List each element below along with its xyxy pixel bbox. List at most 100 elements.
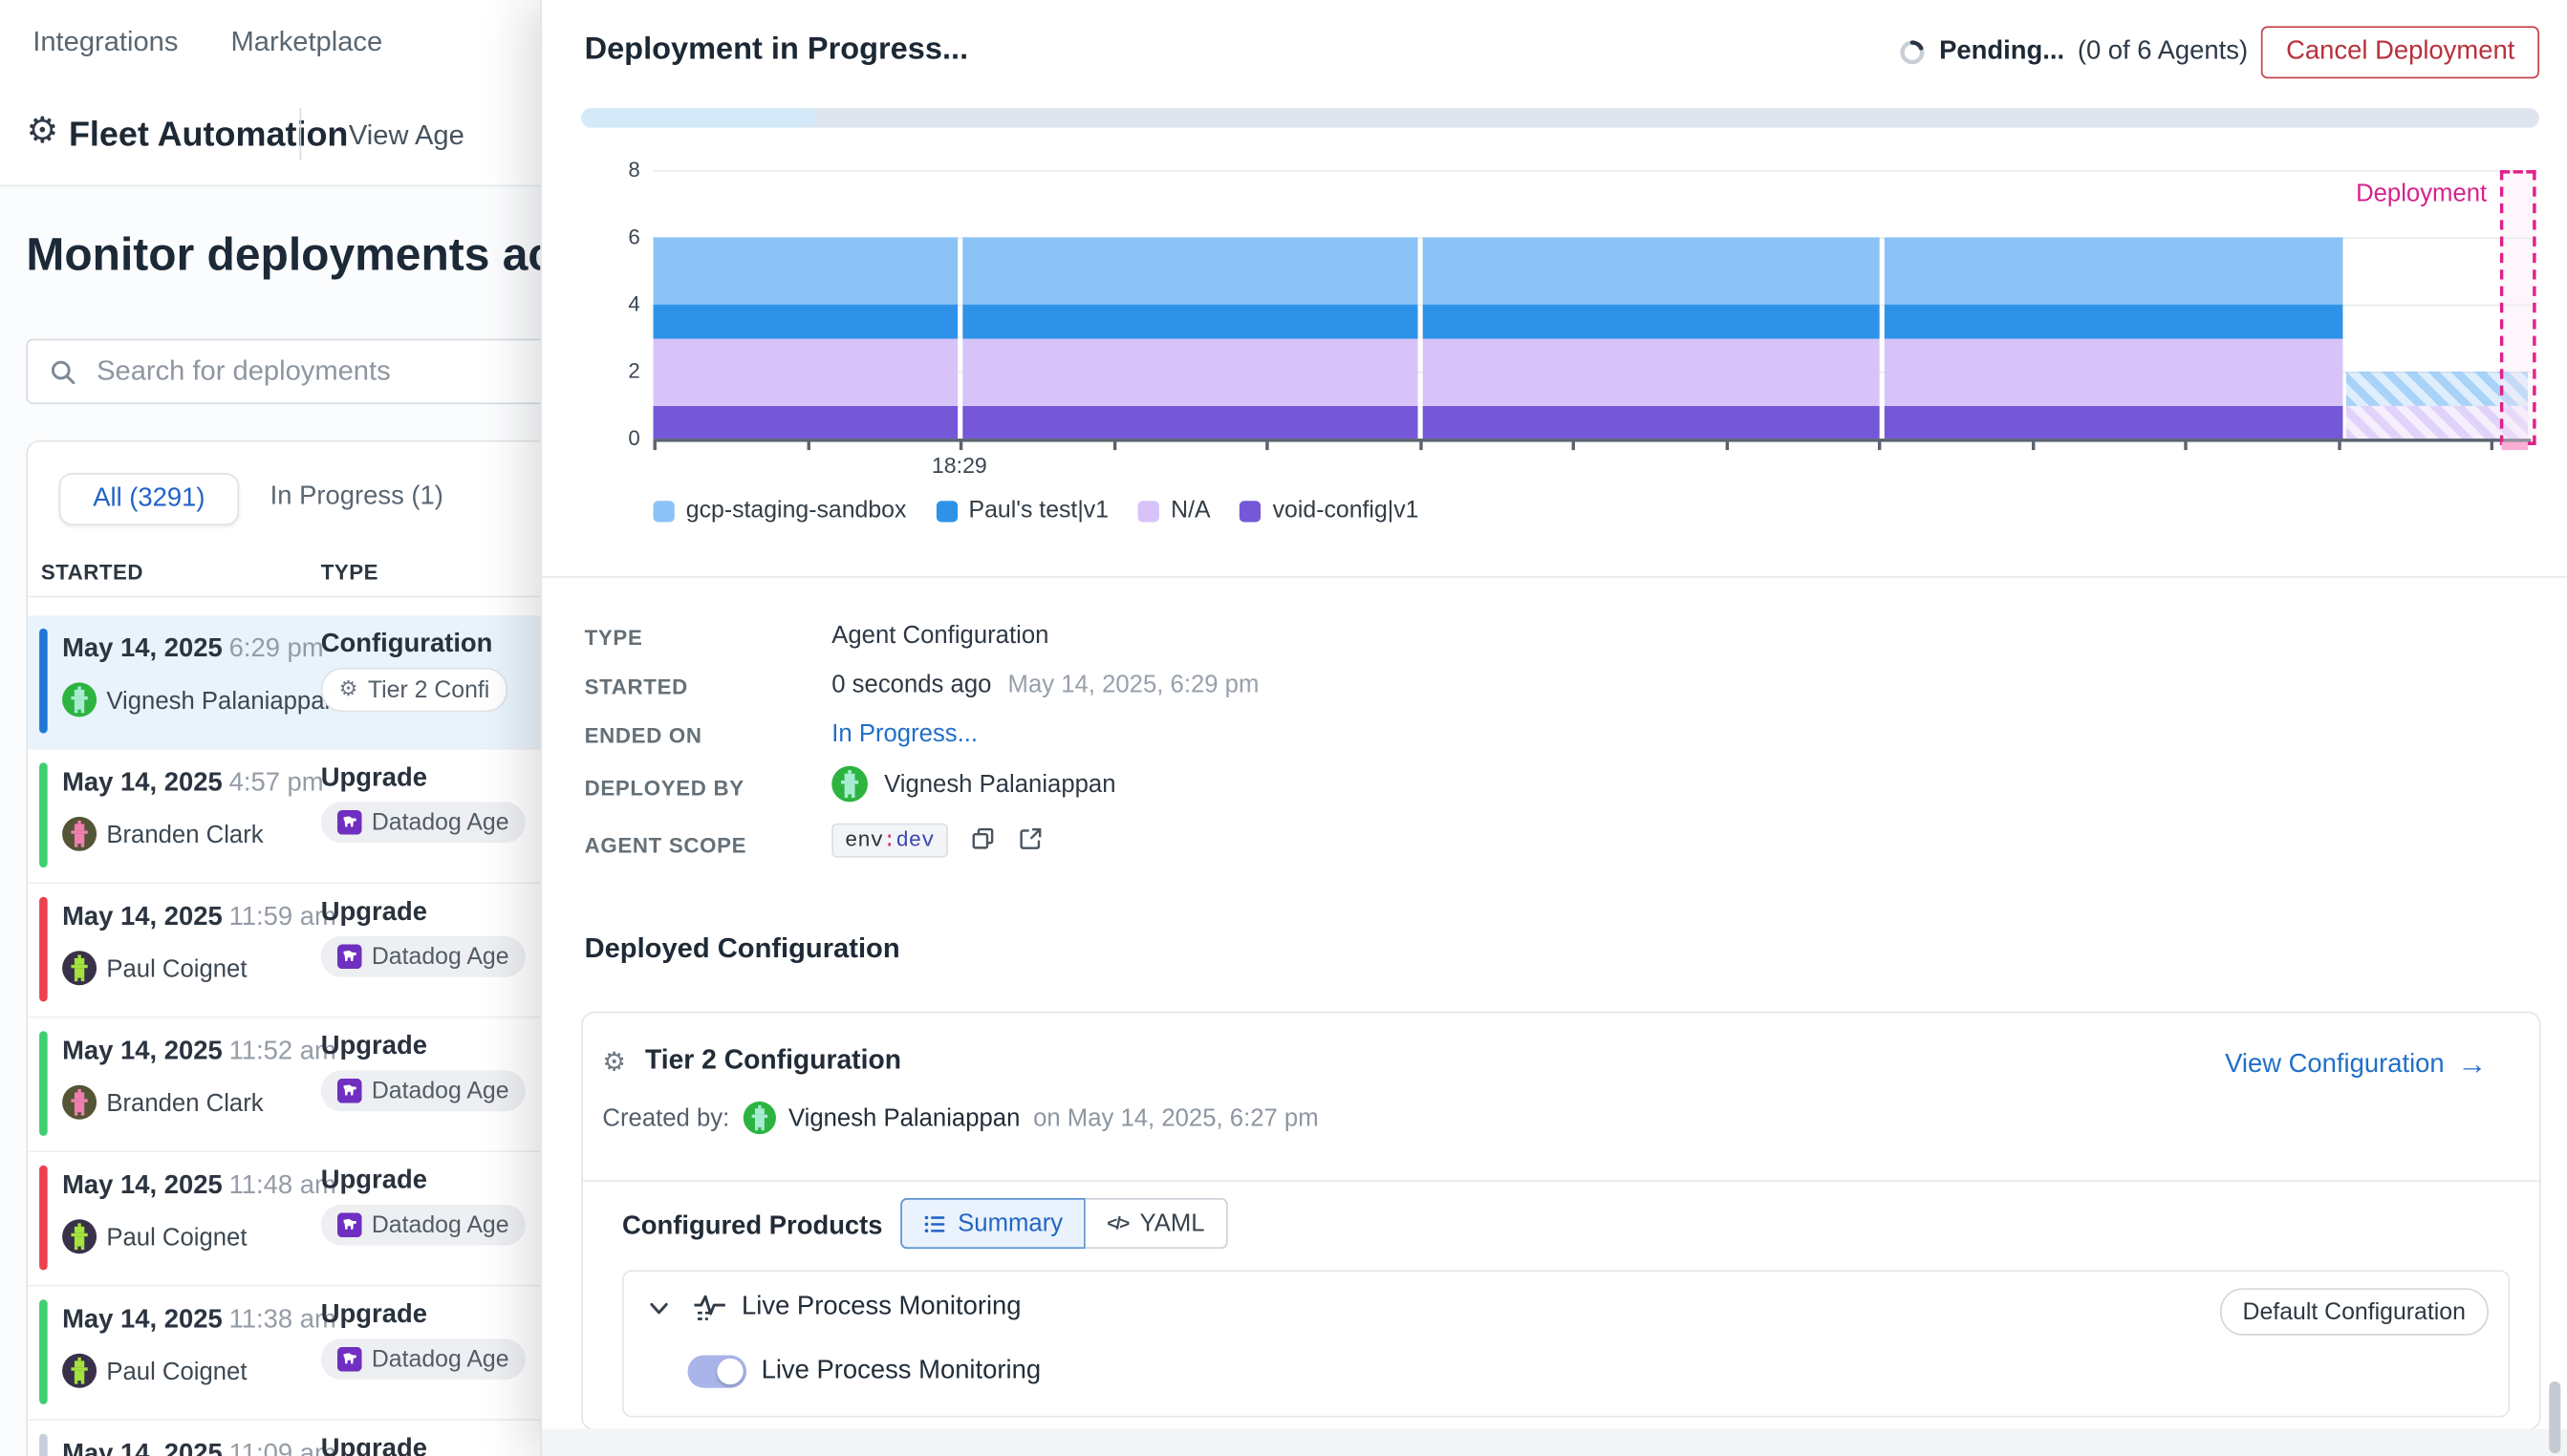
tab-in-progress[interactable]: In Progress (1) (270, 482, 443, 512)
x-axis-tick (1725, 442, 1728, 451)
tab-summary[interactable]: Summary (900, 1198, 1086, 1249)
list-icon (923, 1212, 946, 1235)
view-agents-link[interactable]: View Age (349, 119, 464, 152)
created-by-date: on May 14, 2025, 6:27 pm (1033, 1103, 1319, 1131)
deployed-by-label: DEPLOYED BY (585, 776, 744, 801)
row-date: May 14, 2025 (62, 1441, 223, 1456)
code-icon: </> (1107, 1213, 1128, 1233)
bar-segment (654, 305, 959, 338)
row-date: May 14, 2025 (62, 1172, 223, 1200)
copy-icon[interactable] (971, 826, 996, 851)
tab-yaml[interactable]: </> YAML (1086, 1198, 1227, 1249)
bar-segment (1423, 237, 1880, 304)
bar-segment (654, 405, 959, 439)
x-axis-tick (1265, 442, 1268, 451)
avatar (62, 682, 97, 717)
legend-item[interactable]: gcp-staging-sandbox (654, 498, 907, 524)
view-configuration-link[interactable]: View Configuration→ (2225, 1047, 2487, 1081)
started-value: 0 seconds agoMay 14, 2025, 6:29 pm (831, 671, 1259, 698)
bar-segment (1885, 305, 2343, 338)
status-bar (39, 1434, 48, 1456)
panel-bottom-strip (542, 1429, 2567, 1456)
row-detail-pill: Datadog Age (321, 936, 526, 977)
legend-label: gcp-staging-sandbox (686, 498, 907, 524)
x-axis-tick (2031, 442, 2034, 451)
live-process-monitoring-toggle[interactable] (688, 1355, 747, 1387)
row-user: Paul Coignet (106, 1359, 247, 1386)
row-type: Upgrade (321, 764, 427, 794)
product-name: Live Process Monitoring (742, 1293, 1022, 1322)
status-bar (39, 897, 48, 1002)
legend-label: Paul's test|v1 (969, 498, 1110, 524)
row-date: May 14, 2025 (62, 635, 223, 663)
scope-tag[interactable]: env:dev (831, 824, 947, 858)
status-bar (39, 629, 48, 734)
datadog-agent-icon (337, 1212, 362, 1237)
row-detail-pill: Datadog Age (321, 1205, 526, 1246)
bar-segment (654, 237, 959, 304)
bar-segment (1885, 237, 2343, 304)
bar-segment (962, 305, 1417, 338)
x-axis (654, 439, 2532, 441)
divider (583, 1180, 2539, 1182)
ended-on-label: ENDED ON (585, 723, 702, 748)
row-date: May 14, 2025 (62, 1038, 223, 1065)
chart-legend: gcp-staging-sandbox Paul's test|v1 N/A void… (654, 498, 1419, 524)
deployed-configuration-heading: Deployed Configuration (585, 932, 900, 965)
bar-segment (1885, 338, 2343, 405)
row-time: 6:29 pm (229, 635, 324, 663)
divider (299, 108, 301, 161)
arrow-right-icon: → (2457, 1047, 2487, 1081)
tab-all[interactable]: All (3291) (59, 473, 239, 525)
x-axis-tick (2184, 442, 2187, 451)
column-type: TYPE (321, 560, 378, 585)
divider (542, 576, 2567, 578)
page-title: Fleet Automation (69, 117, 348, 156)
created-by-user: Vignesh Palaniappan (788, 1103, 1020, 1131)
started-absolute: May 14, 2025, 6:29 pm (1008, 671, 1260, 698)
legend-item[interactable]: Paul's test|v1 (936, 498, 1109, 524)
nav-item-marketplace[interactable]: Marketplace (231, 26, 383, 58)
nav-item-integrations[interactable]: Integrations (32, 26, 178, 58)
configuration-title: Tier 2 Configuration (645, 1046, 901, 1078)
bar-segment (1423, 338, 1880, 405)
bar-segment (654, 338, 959, 405)
legend-swatch (936, 500, 957, 521)
toggle-knob (717, 1359, 743, 1384)
avatar (743, 1102, 775, 1134)
deployed-by-value: Vignesh Palaniappan (831, 766, 1115, 803)
bar-segment (1423, 305, 1880, 338)
row-type: Upgrade (321, 1167, 427, 1196)
created-by-row: Created by: Vignesh Palaniappan on May 1… (602, 1102, 1318, 1134)
gridline (654, 170, 2532, 172)
row-detail-pill: Datadog Age (321, 1070, 526, 1111)
avatar (62, 817, 97, 851)
row-type: Upgrade (321, 1435, 427, 1456)
deployment-marker (2500, 170, 2536, 445)
legend-item[interactable]: N/A (1138, 498, 1211, 524)
row-date: May 14, 2025 (62, 1306, 223, 1334)
datadog-agent-icon (337, 1347, 362, 1372)
scrollbar-thumb[interactable] (2549, 1381, 2560, 1453)
open-external-icon[interactable] (1018, 826, 1043, 851)
row-date: May 14, 2025 (62, 904, 223, 931)
bar-segment (1423, 405, 1880, 439)
legend-label: void-config|v1 (1273, 498, 1419, 524)
chevron-down-icon[interactable] (647, 1296, 672, 1321)
legend-item[interactable]: void-config|v1 (1240, 498, 1418, 524)
row-type: Upgrade (321, 1033, 427, 1062)
datadog-agent-icon (337, 944, 362, 969)
avatar (62, 1354, 97, 1388)
configuration-card: ⚙ Tier 2 Configuration View Configuratio… (581, 1012, 2541, 1431)
search-icon (49, 358, 76, 386)
datadog-agent-icon (337, 1079, 362, 1103)
agent-scope-value: env:dev (831, 824, 1043, 852)
view-mode-switcher: Summary </> YAML (900, 1198, 1227, 1249)
legend-swatch (1240, 500, 1261, 521)
y-axis-tick-label: 6 (585, 225, 640, 249)
type-value: Agent Configuration (831, 622, 1048, 650)
x-axis-tick (2337, 442, 2340, 451)
in-progress-link[interactable]: In Progress... (831, 720, 978, 748)
avatar (831, 766, 868, 803)
x-axis-tick (1418, 442, 1421, 451)
